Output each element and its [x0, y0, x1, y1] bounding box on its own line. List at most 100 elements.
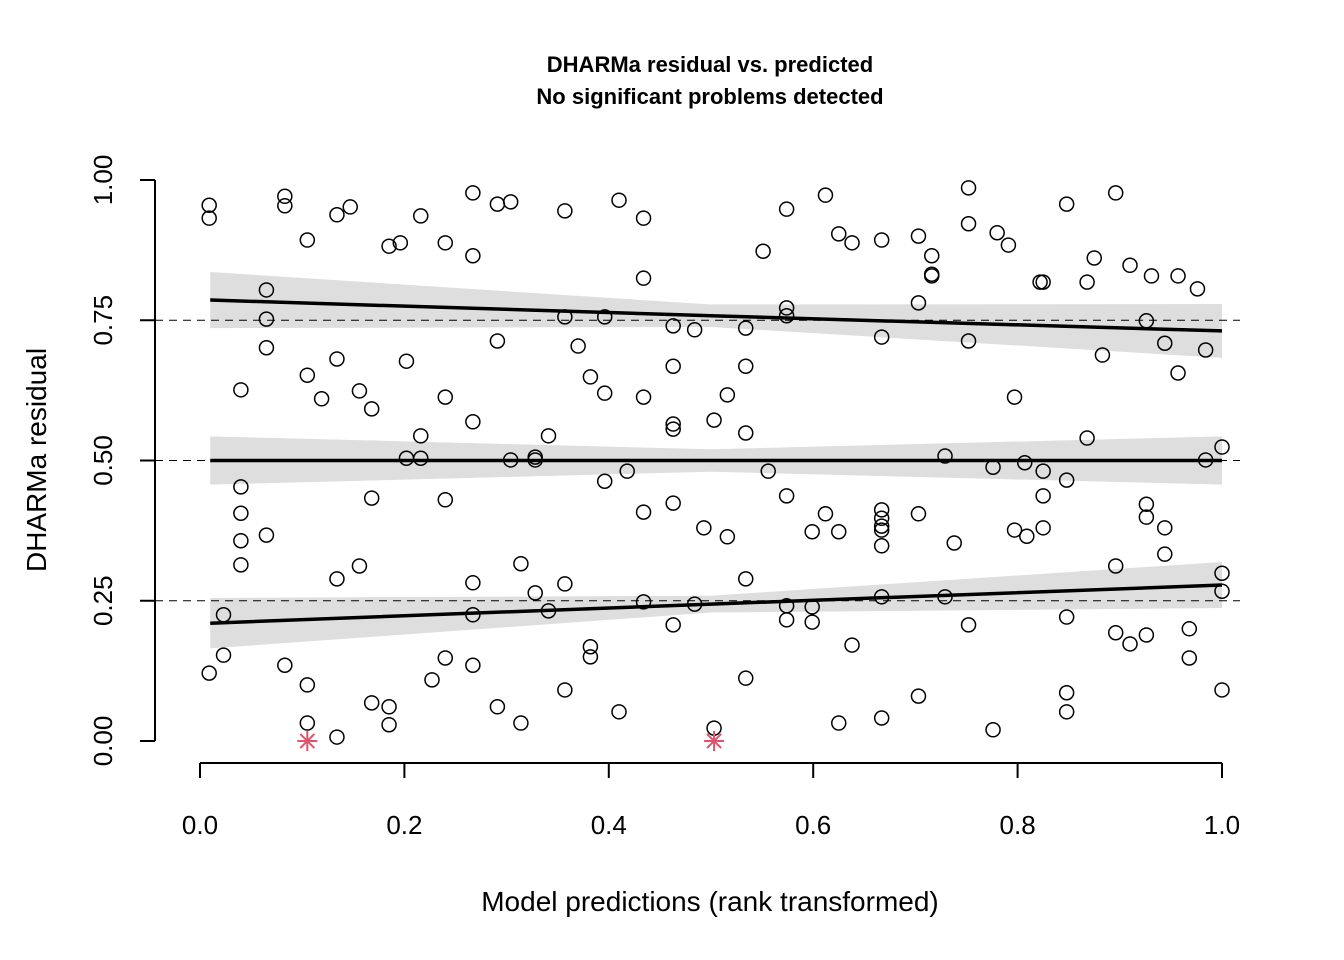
data-point	[258, 339, 275, 356]
data-point	[258, 311, 275, 327]
x-tick-label: 0.6	[795, 810, 831, 840]
data-point	[985, 722, 1001, 738]
data-point	[804, 599, 820, 615]
data-point	[201, 197, 217, 213]
x-tick-label: 0.4	[591, 810, 627, 840]
data-point	[1138, 627, 1155, 643]
data-point	[804, 523, 820, 540]
data-point	[1035, 488, 1051, 504]
data-point	[1138, 509, 1155, 525]
data-point	[557, 309, 573, 325]
chart-title: DHARMa residual vs. predicted	[547, 52, 873, 77]
data-point	[1058, 685, 1075, 701]
data-point	[937, 448, 953, 464]
data-point	[665, 495, 681, 511]
data-point	[351, 558, 368, 574]
data-point	[513, 555, 529, 572]
data-point	[233, 505, 249, 521]
data-point	[582, 649, 599, 665]
data-point	[635, 389, 652, 405]
y-tick-label: 1.00	[88, 155, 118, 206]
data-point	[465, 607, 481, 623]
data-point	[778, 201, 795, 217]
data-point	[778, 308, 795, 324]
data-point	[960, 617, 977, 633]
data-point	[1170, 268, 1186, 284]
data-point	[989, 224, 1005, 241]
data-point	[233, 532, 249, 549]
data-point	[910, 688, 927, 704]
data-point	[686, 596, 703, 612]
data-point	[873, 502, 890, 518]
data-point	[1035, 274, 1051, 290]
data-point	[299, 232, 316, 248]
data-point	[1157, 520, 1173, 536]
data-point	[582, 639, 599, 655]
y-tick-label: 0.00	[88, 716, 118, 767]
data-point	[946, 535, 962, 551]
data-point	[665, 358, 681, 375]
data-point	[596, 385, 613, 401]
data-point	[437, 492, 454, 508]
data-point	[635, 210, 652, 226]
data-point	[233, 557, 249, 573]
data-point	[873, 510, 890, 527]
data-point	[1138, 313, 1155, 329]
data-point	[635, 594, 652, 610]
data-point	[1197, 452, 1214, 468]
data-point	[831, 226, 847, 242]
data-point	[1181, 621, 1198, 637]
data-point	[329, 207, 345, 223]
data-point	[582, 369, 599, 385]
data-point	[329, 571, 345, 587]
data-point	[381, 238, 397, 254]
data-point	[1058, 472, 1075, 488]
data-point	[737, 320, 754, 336]
data-point	[258, 282, 275, 298]
data-point	[873, 232, 890, 248]
data-point	[778, 612, 795, 628]
data-point	[831, 715, 847, 731]
x-tick-label: 0.2	[386, 810, 422, 840]
data-point	[1058, 196, 1075, 212]
data-point	[1214, 565, 1230, 582]
quantile-line-q0.25	[210, 583, 1223, 625]
outlier-points	[297, 731, 725, 751]
data-point	[329, 351, 345, 367]
data-point	[804, 614, 820, 630]
data-point	[737, 425, 754, 441]
residual-points	[201, 180, 1230, 745]
data-point	[1189, 281, 1206, 297]
data-point	[873, 710, 890, 726]
data-point	[233, 479, 249, 495]
data-point	[1006, 522, 1023, 538]
data-point	[706, 412, 722, 428]
data-point	[381, 716, 397, 733]
data-point	[1017, 454, 1033, 471]
x-tick-label: 1.0	[1204, 810, 1240, 840]
data-point	[924, 247, 940, 264]
data-point	[502, 194, 519, 210]
data-point	[465, 575, 481, 591]
data-point	[413, 450, 429, 467]
data-point	[831, 523, 847, 540]
data-point	[665, 318, 681, 334]
data-point	[696, 520, 712, 536]
data-point	[1122, 636, 1138, 652]
data-point	[924, 268, 940, 284]
data-point	[778, 488, 795, 504]
data-point	[215, 647, 232, 663]
data-point	[465, 185, 481, 201]
chart-subtitle: No significant problems detected	[536, 84, 883, 109]
data-point	[299, 367, 316, 383]
data-point	[873, 589, 890, 605]
data-point	[1086, 250, 1102, 266]
data-point	[817, 187, 834, 203]
data-point	[844, 637, 860, 653]
data-point	[351, 383, 368, 399]
data-point	[489, 699, 506, 715]
data-point	[1035, 463, 1051, 479]
data-point	[1157, 335, 1173, 352]
data-point	[1138, 496, 1155, 513]
data-point	[1157, 546, 1173, 562]
